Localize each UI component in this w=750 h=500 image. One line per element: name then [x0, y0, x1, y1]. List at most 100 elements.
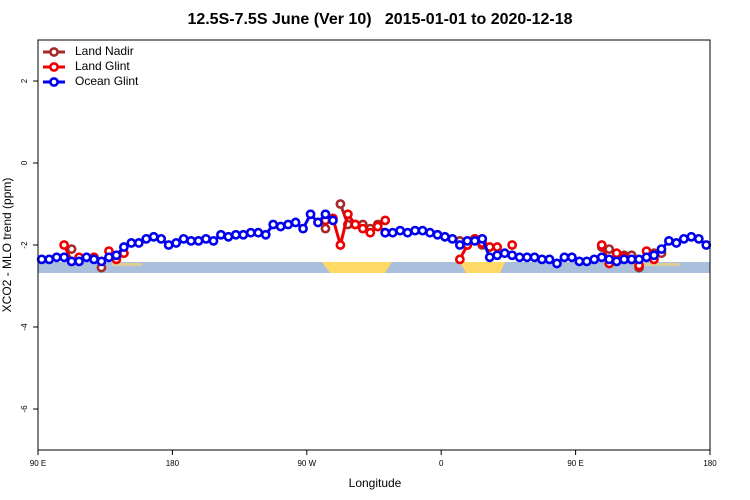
data-point	[514, 252, 525, 263]
y-tick-label: -4	[20, 323, 29, 331]
data-point	[649, 250, 659, 261]
data-point	[574, 256, 585, 267]
x-tick-label: 90 W	[297, 459, 316, 468]
data-point	[469, 235, 480, 246]
data-point	[148, 231, 159, 242]
data-point	[66, 244, 77, 254]
data-point	[171, 238, 182, 248]
data-point	[522, 252, 532, 263]
data-point	[581, 256, 592, 267]
y-axis-label: XCO2 - MLO trend (ppm)	[0, 178, 14, 313]
data-point	[320, 209, 331, 220]
data-point	[611, 256, 622, 267]
data-point	[395, 225, 406, 236]
data-point	[678, 233, 689, 244]
data-point	[275, 221, 286, 232]
chart-title: 12.5S-7.5S June (Ver 10) 2015-01-01 to 2…	[187, 11, 572, 28]
data-point	[36, 254, 47, 265]
data-point	[126, 238, 137, 248]
data-point	[454, 240, 465, 250]
data-point	[462, 235, 473, 246]
data-point	[335, 240, 346, 250]
data-point	[230, 229, 241, 240]
data-point	[604, 244, 615, 254]
data-point	[686, 231, 697, 242]
data-point	[268, 219, 279, 230]
data-point	[59, 252, 70, 263]
data-point	[693, 233, 704, 244]
data-point	[447, 233, 458, 244]
legend-label: Ocean Glint	[75, 74, 139, 88]
data-point	[335, 199, 346, 209]
data-point	[44, 254, 55, 265]
data-point	[357, 223, 368, 234]
data-point	[208, 235, 219, 246]
land-strip	[460, 262, 505, 273]
data-point	[178, 233, 189, 244]
data-point	[671, 238, 682, 248]
data-point	[81, 252, 92, 263]
data-point	[507, 250, 518, 261]
data-point	[604, 254, 615, 265]
data-point	[440, 231, 450, 242]
data-point	[499, 248, 510, 259]
data-point	[186, 235, 196, 246]
data-point	[380, 215, 391, 226]
data-point	[141, 233, 152, 244]
data-point	[96, 256, 107, 267]
y-tick-label: 2	[20, 78, 29, 83]
x-tick-label: 90 E	[567, 459, 583, 468]
data-point	[365, 227, 376, 238]
land-strip	[112, 263, 142, 266]
data-point	[118, 242, 129, 252]
data-point	[350, 219, 361, 230]
data-point	[529, 252, 540, 263]
data-point	[245, 227, 256, 238]
data-point	[59, 240, 70, 250]
data-point	[641, 252, 652, 263]
data-point	[484, 252, 495, 263]
x-tick-label: 0	[439, 459, 444, 468]
land-strip	[322, 262, 392, 273]
data-point	[74, 256, 84, 267]
data-point	[111, 250, 122, 261]
data-point	[507, 240, 518, 250]
data-point	[410, 225, 420, 236]
data-point	[477, 233, 488, 244]
x-tick-label: 90 E	[30, 459, 46, 468]
data-point	[589, 254, 600, 265]
data-point	[223, 231, 234, 242]
data-point	[283, 219, 294, 230]
y-tick-label: -2	[20, 241, 29, 249]
data-point	[425, 227, 435, 238]
data-point	[66, 256, 77, 267]
data-point	[701, 240, 712, 250]
data-point	[634, 254, 644, 265]
data-point	[372, 221, 383, 232]
land-ocean-strip	[38, 262, 710, 273]
data-point	[163, 240, 174, 250]
y-tick-label: 0	[20, 160, 29, 165]
data-point	[544, 254, 555, 265]
legend-label: Land Nadir	[75, 44, 134, 58]
data-point	[619, 254, 630, 265]
x-tick-label: 180	[703, 459, 717, 468]
land-strip	[640, 263, 680, 266]
data-point	[298, 223, 308, 234]
data-point	[656, 244, 667, 254]
plot-area	[36, 199, 712, 273]
data-point	[596, 240, 607, 250]
data-point	[156, 233, 167, 244]
data-point	[104, 252, 114, 263]
data-point	[253, 227, 264, 238]
legend-marker	[49, 77, 59, 87]
legend-marker	[49, 47, 59, 57]
legend-marker	[49, 62, 59, 72]
data-point	[89, 254, 99, 265]
data-point	[201, 233, 211, 244]
legend-label: Land Glint	[75, 59, 130, 73]
y-tick-label: -6	[20, 405, 29, 413]
data-point	[328, 215, 338, 226]
data-point	[417, 225, 428, 236]
